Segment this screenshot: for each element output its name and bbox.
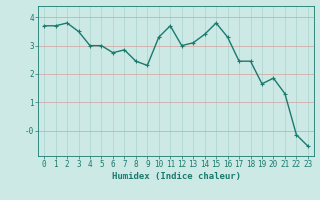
X-axis label: Humidex (Indice chaleur): Humidex (Indice chaleur) (111, 172, 241, 181)
